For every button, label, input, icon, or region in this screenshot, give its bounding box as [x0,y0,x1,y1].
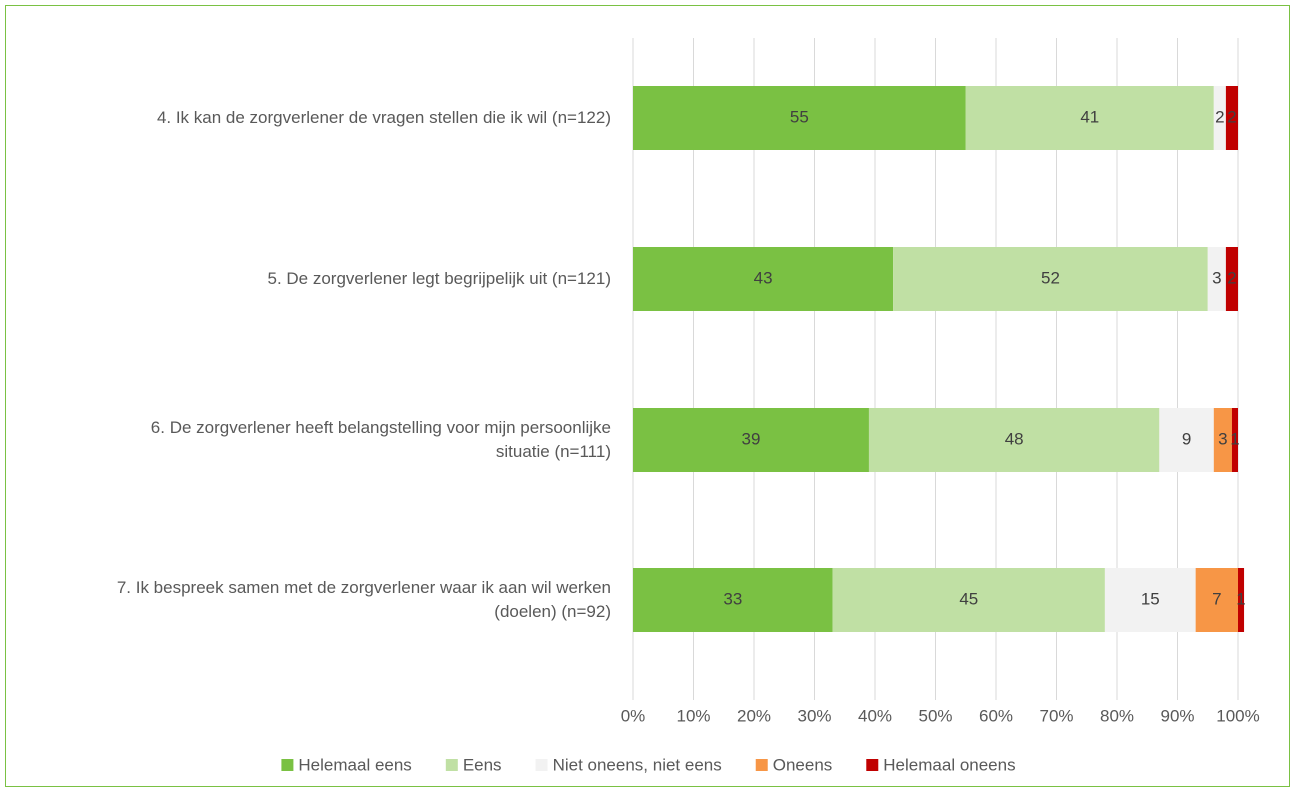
bar-segment [1213,408,1232,472]
category-label: 5. De zorgverlener legt begrijpelijk uit… [267,269,612,288]
data-label: 2 [1227,107,1236,126]
bar-segment [1238,568,1245,632]
data-label: 9 [1182,429,1191,448]
legend-label: Helemaal eens [298,755,411,774]
bar-segment [1225,247,1238,311]
data-label: 1 [1236,589,1245,608]
data-label: 33 [723,589,742,608]
data-label: 48 [1005,429,1024,448]
data-label: 52 [1041,268,1060,287]
bar-segment [1159,408,1214,472]
bar-segment [1213,86,1226,150]
data-label: 7 [1212,589,1221,608]
x-tick-label: 70% [1039,706,1073,725]
data-label: 15 [1141,589,1160,608]
data-label: 39 [742,429,761,448]
category-label: 4. Ik kan de zorgverlener de vragen stel… [156,108,611,127]
bar-segment [1207,247,1226,311]
bar-segment [633,86,966,150]
bar-segment [868,408,1160,472]
x-tick-label: 10% [676,706,710,725]
x-tick-label: 100% [1216,706,1259,725]
legend-swatch [445,759,458,771]
data-label: 3 [1212,268,1221,287]
bar-segment [1231,408,1238,472]
legend-label: Niet oneens, niet eens [553,755,722,774]
data-label: 43 [754,268,773,287]
legend-swatch [866,759,879,771]
data-label: 45 [959,589,978,608]
legend-label: Helemaal oneens [883,755,1015,774]
data-label: 3 [1218,429,1227,448]
bar-segment [832,568,1105,632]
legend-label: Eens [463,755,502,774]
x-tick-label: 40% [858,706,892,725]
chart-frame [5,5,1290,787]
data-label: 1 [1230,429,1239,448]
bar-segment [633,408,869,472]
bar-segment [1225,86,1238,150]
x-tick-label: 50% [918,706,952,725]
data-label: 55 [790,107,809,126]
data-label: 2 [1227,268,1236,287]
legend-swatch [281,759,294,771]
x-tick-label: 20% [737,706,771,725]
x-tick-label: 90% [1160,706,1194,725]
legend-swatch [755,759,768,771]
x-tick-label: 0% [621,706,646,725]
legend: Helemaal eens Eens Niet oneens, niet eens O… [281,755,1016,774]
category-label: 7. Ik bespreek samen met de zorgverlener… [116,578,611,621]
x-tick-label: 30% [797,706,831,725]
bar-segment [633,247,894,311]
bar-segment [1195,568,1238,632]
bar-segment [965,86,1214,150]
bar-segment [1104,568,1196,632]
bar-segment [893,247,1208,311]
legend-label: Oneens [773,755,833,774]
data-label: 41 [1080,107,1099,126]
data-label: 2 [1215,107,1224,126]
x-tick-label: 60% [979,706,1013,725]
legend-swatch [535,759,548,771]
bar-segment [633,568,833,632]
x-tick-label: 80% [1100,706,1134,725]
category-label: 6. De zorgverlener heeft belangstelling … [150,418,611,461]
